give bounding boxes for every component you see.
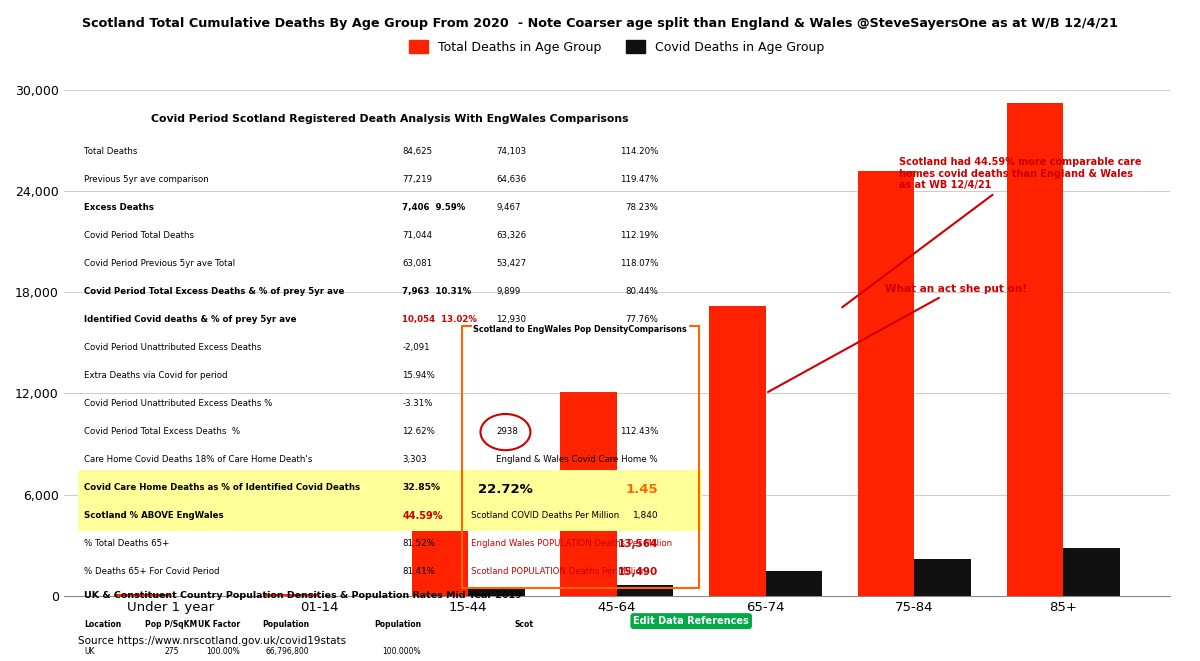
Text: 119.47%: 119.47%	[620, 175, 659, 184]
Text: 1,840: 1,840	[632, 511, 659, 520]
Text: Care Home Covid Deaths 18% of Care Home Death's: Care Home Covid Deaths 18% of Care Home …	[84, 455, 313, 464]
Text: 9,467: 9,467	[496, 204, 521, 212]
Text: 81.41%: 81.41%	[402, 567, 436, 576]
Text: Scotland % ABOVE EngWales: Scotland % ABOVE EngWales	[84, 511, 224, 520]
Text: -3.31%: -3.31%	[402, 399, 433, 408]
Text: England Wales POPULATION Deaths Per Million: England Wales POPULATION Deaths Per Mill…	[472, 539, 672, 548]
Text: 118.07%: 118.07%	[620, 259, 659, 268]
Text: Source https://www.nrscotland.gov.uk/covid19stats: Source https://www.nrscotland.gov.uk/cov…	[78, 637, 346, 646]
FancyBboxPatch shape	[78, 470, 702, 502]
Text: 9,899: 9,899	[496, 288, 521, 296]
Text: Covid Period Total Excess Deaths  %: Covid Period Total Excess Deaths %	[84, 427, 240, 436]
Text: Pop P/SqKM: Pop P/SqKM	[145, 620, 198, 629]
Text: Covid Period Unattributed Excess Deaths %: Covid Period Unattributed Excess Deaths …	[84, 399, 272, 408]
Text: UK: UK	[84, 647, 95, 656]
Text: 71,044: 71,044	[402, 231, 433, 241]
Text: 1.45: 1.45	[625, 483, 659, 496]
Text: 100.00%: 100.00%	[206, 647, 240, 656]
Text: England & Wales Covid Care Home %: England & Wales Covid Care Home %	[496, 455, 658, 464]
Text: 78.23%: 78.23%	[625, 204, 659, 212]
Text: 74,103: 74,103	[496, 147, 527, 157]
Text: Edit Data References: Edit Data References	[634, 616, 749, 626]
Bar	[468, 590, 524, 596]
Bar	[709, 305, 766, 596]
Text: Population: Population	[374, 620, 421, 629]
Text: 12,930: 12,930	[496, 315, 526, 325]
Text: 13,564: 13,564	[618, 539, 659, 549]
Text: % Deaths 65+ For Covid Period: % Deaths 65+ For Covid Period	[84, 567, 220, 576]
Text: 32.85%: 32.85%	[402, 483, 440, 492]
Bar	[560, 392, 617, 596]
Bar	[1007, 103, 1063, 596]
Text: 112.43%: 112.43%	[620, 427, 659, 436]
Bar	[412, 528, 468, 596]
Text: 10,054  13.02%: 10,054 13.02%	[402, 315, 478, 325]
Text: 64,636: 64,636	[496, 175, 527, 184]
Text: % Total Deaths 65+: % Total Deaths 65+	[84, 539, 169, 548]
Text: Population: Population	[262, 620, 308, 629]
Text: 3,303: 3,303	[402, 455, 427, 464]
Text: Scotland had 44.59% more comparable care
homes covid deaths than England & Wales: Scotland had 44.59% more comparable care…	[842, 157, 1142, 307]
Bar	[914, 559, 971, 596]
Text: Scotland to EngWales Pop DensityComparisons: Scotland to EngWales Pop DensityComparis…	[474, 325, 688, 334]
Text: Extra Deaths via Covid for period: Extra Deaths via Covid for period	[84, 371, 228, 380]
Bar	[114, 594, 170, 596]
Text: 7,963  10.31%: 7,963 10.31%	[402, 288, 472, 296]
Bar	[617, 586, 673, 596]
Text: 2938: 2938	[496, 427, 518, 436]
Text: 44.59%: 44.59%	[402, 511, 443, 522]
Text: Scot: Scot	[515, 620, 534, 629]
Text: 81.52%: 81.52%	[402, 539, 436, 548]
Text: 275: 275	[164, 647, 179, 656]
Text: Total Deaths: Total Deaths	[84, 147, 138, 157]
Text: Covid Period Total Excess Deaths & % of prey 5yr ave: Covid Period Total Excess Deaths & % of …	[84, 288, 344, 296]
Text: 114.20%: 114.20%	[620, 147, 659, 157]
Text: 63,326: 63,326	[496, 231, 527, 241]
Text: 22.72%: 22.72%	[478, 483, 533, 496]
Text: Excess Deaths: Excess Deaths	[84, 204, 154, 212]
FancyBboxPatch shape	[78, 617, 620, 636]
Bar	[1063, 548, 1120, 596]
Legend: Total Deaths in Age Group, Covid Deaths in Age Group: Total Deaths in Age Group, Covid Deaths …	[404, 35, 829, 59]
Text: Scotland POPULATION Deaths Per Million: Scotland POPULATION Deaths Per Million	[472, 567, 647, 576]
Text: Location: Location	[84, 620, 121, 629]
Text: 77.76%: 77.76%	[625, 315, 659, 325]
Bar	[263, 594, 319, 596]
Text: Covid Care Home Deaths as % of Identified Covid Deaths: Covid Care Home Deaths as % of Identifie…	[84, 483, 360, 492]
Text: What an act she put on!: What an act she put on!	[768, 284, 1026, 392]
FancyBboxPatch shape	[78, 498, 702, 531]
Text: Identified Covid deaths & % of prey 5yr ave: Identified Covid deaths & % of prey 5yr …	[84, 315, 296, 325]
Bar	[858, 171, 914, 596]
Text: UK Factor: UK Factor	[198, 620, 240, 629]
Text: 66,796,800: 66,796,800	[265, 647, 308, 656]
Text: 100.000%: 100.000%	[383, 647, 421, 656]
Text: Covid Period Unattributed Excess Deaths: Covid Period Unattributed Excess Deaths	[84, 343, 262, 352]
Text: Covid Period Total Deaths: Covid Period Total Deaths	[84, 231, 194, 241]
Bar	[766, 570, 822, 596]
Text: 80.44%: 80.44%	[625, 288, 659, 296]
Text: Scotland COVID Deaths Per Million: Scotland COVID Deaths Per Million	[472, 511, 619, 520]
Text: 7,406  9.59%: 7,406 9.59%	[402, 204, 466, 212]
Text: 12.62%: 12.62%	[402, 427, 436, 436]
Text: 15,490: 15,490	[618, 567, 659, 577]
Text: 53,427: 53,427	[496, 259, 527, 268]
Text: Previous 5yr ave comparison: Previous 5yr ave comparison	[84, 175, 209, 184]
Text: UK & Constituent Country Population Densities & Population Rates Mid Year 2019: UK & Constituent Country Population Dens…	[84, 592, 522, 600]
Text: 15.94%: 15.94%	[402, 371, 436, 380]
Text: 112.19%: 112.19%	[620, 231, 659, 241]
Text: -2,091: -2,091	[402, 343, 430, 352]
Text: 84,625: 84,625	[402, 147, 433, 157]
Text: Scotland Total Cumulative Deaths By Age Group From 2020  - Note Coarser age spli: Scotland Total Cumulative Deaths By Age …	[82, 17, 1118, 30]
Text: Covid Period Previous 5yr ave Total: Covid Period Previous 5yr ave Total	[84, 259, 235, 268]
Text: 63,081: 63,081	[402, 259, 433, 268]
Text: Covid Period Scotland Registered Death Analysis With EngWales Comparisons: Covid Period Scotland Registered Death A…	[151, 114, 629, 124]
Text: 77,219: 77,219	[402, 175, 432, 184]
